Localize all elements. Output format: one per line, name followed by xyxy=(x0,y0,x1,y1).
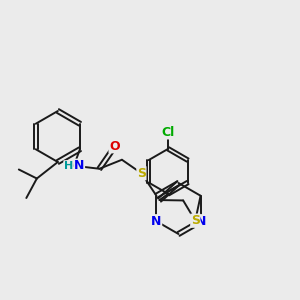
Text: N: N xyxy=(151,215,162,228)
Text: N: N xyxy=(195,215,206,228)
Text: S: S xyxy=(191,214,200,227)
Text: N: N xyxy=(74,159,85,172)
Text: S: S xyxy=(137,167,146,180)
Text: Cl: Cl xyxy=(161,126,175,139)
Text: H: H xyxy=(64,161,73,171)
Text: O: O xyxy=(109,140,120,153)
